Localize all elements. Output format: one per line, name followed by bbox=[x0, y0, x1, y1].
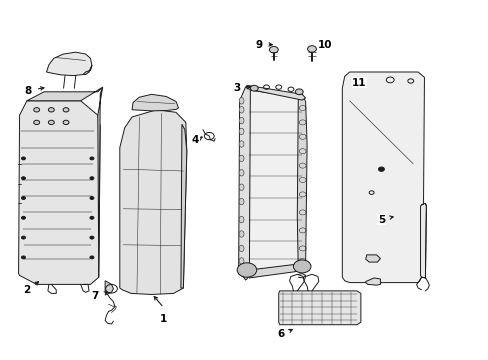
Polygon shape bbox=[249, 90, 302, 270]
Text: 10: 10 bbox=[317, 40, 332, 50]
Circle shape bbox=[21, 177, 25, 180]
Circle shape bbox=[90, 236, 94, 239]
Polygon shape bbox=[245, 86, 305, 100]
Polygon shape bbox=[238, 86, 250, 280]
Circle shape bbox=[21, 216, 25, 219]
Circle shape bbox=[34, 120, 40, 125]
Polygon shape bbox=[181, 124, 186, 288]
Text: 5: 5 bbox=[377, 215, 384, 225]
Circle shape bbox=[378, 167, 384, 171]
Circle shape bbox=[21, 197, 25, 199]
Text: 7: 7 bbox=[91, 291, 99, 301]
Ellipse shape bbox=[239, 98, 244, 104]
Ellipse shape bbox=[239, 184, 244, 190]
Ellipse shape bbox=[239, 258, 244, 264]
Polygon shape bbox=[342, 72, 424, 283]
Circle shape bbox=[48, 120, 54, 125]
Ellipse shape bbox=[239, 216, 244, 223]
Polygon shape bbox=[46, 52, 92, 76]
Polygon shape bbox=[278, 291, 360, 325]
Polygon shape bbox=[244, 264, 305, 278]
Polygon shape bbox=[365, 278, 380, 285]
Ellipse shape bbox=[239, 198, 244, 205]
Ellipse shape bbox=[239, 170, 244, 176]
Circle shape bbox=[90, 216, 94, 219]
Polygon shape bbox=[105, 281, 113, 294]
Polygon shape bbox=[19, 101, 100, 284]
Circle shape bbox=[90, 197, 94, 199]
Circle shape bbox=[307, 46, 316, 52]
Text: 8: 8 bbox=[25, 86, 32, 96]
Circle shape bbox=[269, 46, 278, 53]
Circle shape bbox=[237, 263, 256, 277]
Polygon shape bbox=[297, 94, 306, 272]
Polygon shape bbox=[83, 66, 92, 75]
Polygon shape bbox=[132, 94, 178, 111]
Ellipse shape bbox=[239, 155, 244, 162]
Ellipse shape bbox=[239, 141, 244, 147]
Circle shape bbox=[21, 157, 25, 160]
Circle shape bbox=[90, 256, 94, 259]
Text: 9: 9 bbox=[255, 40, 262, 50]
Text: 6: 6 bbox=[277, 329, 284, 339]
Polygon shape bbox=[420, 203, 426, 278]
Polygon shape bbox=[365, 255, 380, 262]
Circle shape bbox=[34, 108, 40, 112]
Ellipse shape bbox=[239, 117, 244, 124]
Text: 2: 2 bbox=[23, 285, 30, 295]
Circle shape bbox=[90, 177, 94, 180]
Circle shape bbox=[63, 120, 69, 125]
Circle shape bbox=[21, 256, 25, 259]
Ellipse shape bbox=[239, 231, 244, 237]
Text: 1: 1 bbox=[160, 314, 167, 324]
Polygon shape bbox=[120, 110, 186, 294]
Text: 11: 11 bbox=[351, 78, 366, 88]
Circle shape bbox=[90, 157, 94, 160]
Circle shape bbox=[21, 236, 25, 239]
Circle shape bbox=[250, 85, 258, 91]
Circle shape bbox=[295, 89, 303, 95]
Ellipse shape bbox=[239, 107, 244, 113]
Polygon shape bbox=[98, 87, 102, 277]
Ellipse shape bbox=[239, 128, 244, 135]
Polygon shape bbox=[27, 87, 102, 101]
Text: 4: 4 bbox=[191, 135, 199, 145]
Ellipse shape bbox=[239, 245, 244, 252]
Circle shape bbox=[293, 260, 310, 273]
Circle shape bbox=[63, 108, 69, 112]
Circle shape bbox=[48, 108, 54, 112]
Text: 3: 3 bbox=[233, 83, 240, 93]
